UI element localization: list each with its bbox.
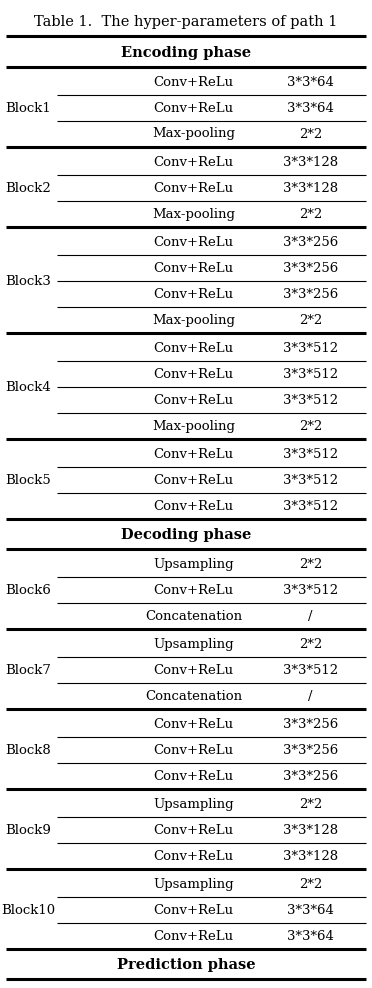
Text: 3*3*256: 3*3*256 — [283, 288, 338, 300]
Text: 2*2: 2*2 — [299, 313, 322, 326]
Text: Conv+ReLu: Conv+ReLu — [153, 368, 234, 380]
Text: 3*3*128: 3*3*128 — [283, 850, 338, 863]
Text: 3*3*64: 3*3*64 — [287, 102, 334, 115]
Text: 3*3*128: 3*3*128 — [283, 155, 338, 169]
Text: 3*3*512: 3*3*512 — [283, 500, 338, 513]
Text: Block7: Block7 — [6, 664, 51, 677]
Text: 2*2: 2*2 — [299, 127, 322, 140]
Text: Max-pooling: Max-pooling — [152, 127, 235, 140]
Text: 2*2: 2*2 — [299, 420, 322, 433]
Text: Conv+ReLu: Conv+ReLu — [153, 235, 234, 249]
Text: Conv+ReLu: Conv+ReLu — [153, 717, 234, 730]
Text: 3*3*512: 3*3*512 — [283, 448, 338, 460]
Text: Conv+ReLu: Conv+ReLu — [153, 500, 234, 513]
Text: Conv+ReLu: Conv+ReLu — [153, 288, 234, 300]
Text: 3*3*64: 3*3*64 — [287, 903, 334, 917]
Text: Block10: Block10 — [1, 903, 56, 917]
Text: Conv+ReLu: Conv+ReLu — [153, 744, 234, 757]
Text: 3*3*256: 3*3*256 — [283, 744, 338, 757]
Text: 3*3*512: 3*3*512 — [283, 368, 338, 380]
Text: Prediction phase: Prediction phase — [117, 958, 255, 972]
Text: 3*3*512: 3*3*512 — [283, 342, 338, 355]
Text: Max-pooling: Max-pooling — [152, 313, 235, 326]
Text: 3*3*512: 3*3*512 — [283, 473, 338, 486]
Text: Block1: Block1 — [6, 102, 51, 115]
Text: 2*2: 2*2 — [299, 877, 322, 890]
Text: 3*3*256: 3*3*256 — [283, 262, 338, 275]
Text: Conv+ReLu: Conv+ReLu — [153, 824, 234, 837]
Text: Conv+ReLu: Conv+ReLu — [153, 903, 234, 917]
Text: Upsampling: Upsampling — [153, 557, 234, 570]
Text: 2*2: 2*2 — [299, 557, 322, 570]
Text: Conv+ReLu: Conv+ReLu — [153, 182, 234, 195]
Text: 3*3*128: 3*3*128 — [283, 182, 338, 195]
Text: Block5: Block5 — [6, 473, 51, 486]
Text: Concatenation: Concatenation — [145, 610, 242, 622]
Text: Conv+ReLu: Conv+ReLu — [153, 850, 234, 863]
Text: Upsampling: Upsampling — [153, 797, 234, 810]
Text: Upsampling: Upsampling — [153, 637, 234, 650]
Text: Block6: Block6 — [6, 584, 51, 597]
Text: Conv+ReLu: Conv+ReLu — [153, 770, 234, 782]
Text: Conv+ReLu: Conv+ReLu — [153, 75, 234, 89]
Text: Decoding phase: Decoding phase — [121, 528, 251, 542]
Text: Block9: Block9 — [6, 824, 51, 837]
Text: Conv+ReLu: Conv+ReLu — [153, 342, 234, 355]
Text: Conv+ReLu: Conv+ReLu — [153, 393, 234, 406]
Text: 3*3*64: 3*3*64 — [287, 75, 334, 89]
Text: 3*3*512: 3*3*512 — [283, 664, 338, 677]
Text: Max-pooling: Max-pooling — [152, 420, 235, 433]
Text: /: / — [308, 690, 313, 702]
Text: Conv+ReLu: Conv+ReLu — [153, 155, 234, 169]
Text: Conv+ReLu: Conv+ReLu — [153, 664, 234, 677]
Text: Conv+ReLu: Conv+ReLu — [153, 473, 234, 486]
Text: 3*3*256: 3*3*256 — [283, 235, 338, 249]
Text: Conv+ReLu: Conv+ReLu — [153, 448, 234, 460]
Text: Conv+ReLu: Conv+ReLu — [153, 102, 234, 115]
Text: 3*3*256: 3*3*256 — [283, 717, 338, 730]
Text: Table 1.  The hyper-parameters of path 1: Table 1. The hyper-parameters of path 1 — [34, 15, 338, 29]
Text: 3*3*128: 3*3*128 — [283, 824, 338, 837]
Text: /: / — [308, 610, 313, 622]
Text: Concatenation: Concatenation — [145, 690, 242, 702]
Text: Block3: Block3 — [6, 275, 51, 288]
Text: 3*3*512: 3*3*512 — [283, 393, 338, 406]
Text: Conv+ReLu: Conv+ReLu — [153, 262, 234, 275]
Text: Conv+ReLu: Conv+ReLu — [153, 930, 234, 943]
Text: Block2: Block2 — [6, 182, 51, 195]
Text: Conv+ReLu: Conv+ReLu — [153, 584, 234, 597]
Text: 3*3*256: 3*3*256 — [283, 770, 338, 782]
Text: Block4: Block4 — [6, 380, 51, 393]
Text: 3*3*64: 3*3*64 — [287, 930, 334, 943]
Text: Upsampling: Upsampling — [153, 877, 234, 890]
Text: Block8: Block8 — [6, 744, 51, 757]
Text: Max-pooling: Max-pooling — [152, 207, 235, 220]
Text: 2*2: 2*2 — [299, 797, 322, 810]
Text: 3*3*512: 3*3*512 — [283, 584, 338, 597]
Text: 2*2: 2*2 — [299, 207, 322, 220]
Text: 2*2: 2*2 — [299, 637, 322, 650]
Text: Encoding phase: Encoding phase — [121, 46, 251, 60]
